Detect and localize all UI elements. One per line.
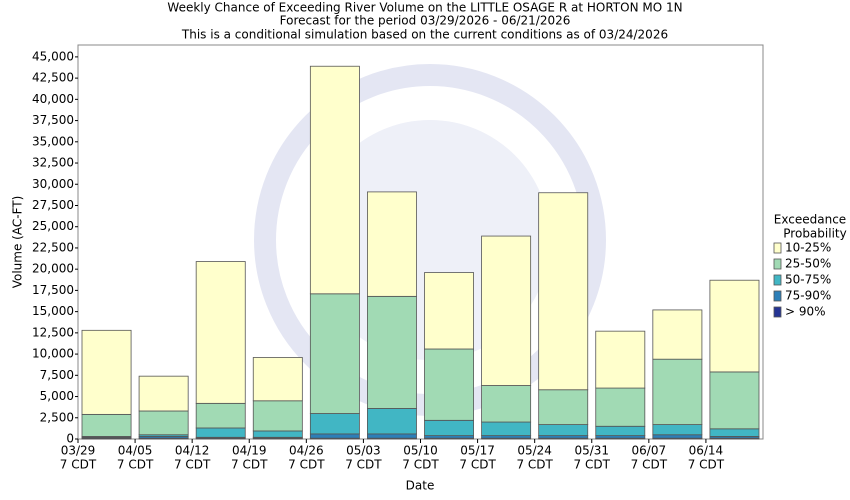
y-tick-label: 40,000	[32, 92, 74, 106]
x-tick-label: 06/14	[689, 444, 724, 458]
x-tick-label: 7 CDT	[631, 458, 668, 472]
bar-segment	[709, 371, 760, 430]
y-tick-label: 2,500	[40, 410, 74, 424]
y-tick-label: 7,500	[40, 368, 74, 382]
bar-segment	[652, 309, 703, 360]
bar-segment	[195, 427, 246, 438]
y-tick-label: 27,500	[32, 198, 74, 212]
chart-subtitle: This is a conditional simulation based o…	[181, 28, 668, 42]
x-tick-label: 7 CDT	[231, 458, 268, 472]
legend-label: 10-25%	[785, 241, 831, 255]
legend-swatch	[773, 258, 782, 270]
legend-label: 50-75%	[785, 273, 831, 287]
chart-title: Weekly Chance of Exceeding River Volume …	[167, 1, 682, 15]
legend-swatch	[773, 242, 782, 254]
bar-segment	[309, 433, 360, 439]
bar-segment	[252, 400, 303, 432]
y-tick-label: 45,000	[32, 49, 74, 63]
y-tick-label: 25,000	[32, 219, 74, 233]
legend-title: Probability	[783, 227, 846, 241]
bar-segment	[652, 424, 703, 436]
bar-segment	[309, 293, 360, 414]
x-tick-label: 05/10	[403, 444, 438, 458]
y-tick-label: 20,000	[32, 262, 74, 276]
x-axis-label: Date	[406, 479, 435, 493]
x-tick-label: 7 CDT	[516, 458, 553, 472]
x-tick-label: 7 CDT	[345, 458, 382, 472]
x-tick-label: 7 CDT	[288, 458, 325, 472]
x-tick-label: 05/31	[574, 444, 609, 458]
bar-segment	[652, 358, 703, 425]
bar-segment	[709, 279, 760, 373]
x-tick-label: 7 CDT	[402, 458, 439, 472]
bar-segment	[252, 430, 303, 438]
bar-segment	[367, 191, 417, 297]
bar-segment	[538, 389, 589, 425]
y-tick-label: 10,000	[32, 347, 74, 361]
legend-label: 75-90%	[785, 289, 831, 303]
y-tick-label: 35,000	[32, 134, 74, 148]
bar-segment	[195, 261, 246, 404]
y-tick-label: 15,000	[32, 304, 74, 318]
y-tick-label: 5,000	[40, 389, 74, 403]
y-tick-label: 32,500	[32, 156, 74, 170]
bar-segment	[652, 434, 703, 439]
bar-segment	[538, 192, 589, 391]
bar-segment	[367, 433, 417, 439]
y-tick-label: 42,500	[32, 71, 74, 85]
y-tick-label: 0	[66, 432, 74, 446]
x-tick-label: 05/17	[460, 444, 495, 458]
x-tick-label: 05/03	[346, 444, 381, 458]
bar-segment	[481, 235, 532, 386]
bar-segment	[709, 428, 760, 437]
x-tick-label: 06/07	[632, 444, 667, 458]
legend-swatch	[773, 306, 782, 318]
y-axis-label: Volume (AC-FT)	[11, 196, 25, 289]
bar-segment	[367, 295, 417, 409]
x-tick-label: 04/05	[118, 444, 153, 458]
legend-swatch	[773, 290, 782, 302]
bar-segment	[309, 413, 360, 435]
x-tick-label: 04/19	[232, 444, 267, 458]
x-tick-label: 05/24	[517, 444, 552, 458]
bar-segment	[309, 65, 360, 295]
bar-segment	[138, 410, 189, 436]
bar-segment	[424, 272, 474, 350]
x-tick-label: 7 CDT	[459, 458, 496, 472]
bar-segment	[538, 424, 589, 437]
y-tick-label: 22,500	[32, 240, 74, 254]
bar-segment	[195, 402, 246, 429]
bar-segment	[595, 387, 646, 427]
y-tick-label: 17,500	[32, 283, 74, 297]
x-tick-label: 7 CDT	[174, 458, 211, 472]
bar-segment	[81, 329, 132, 415]
bar-segment	[81, 413, 132, 437]
y-tick-label: 37,500	[32, 113, 74, 127]
bar-segment	[481, 385, 532, 423]
chart-subtitle: Forecast for the period 03/29/2026 - 06/…	[280, 14, 571, 28]
x-tick-label: 04/12	[175, 444, 210, 458]
x-tick-label: 7 CDT	[574, 458, 611, 472]
x-tick-label: 7 CDT	[117, 458, 154, 472]
x-tick-label: 04/26	[289, 444, 324, 458]
bar-segment	[424, 419, 474, 437]
bar-segment	[595, 330, 646, 389]
bar-segment	[481, 421, 532, 437]
y-tick-label: 30,000	[32, 177, 74, 191]
bar-segment	[367, 408, 417, 435]
y-tick-label: 12,500	[32, 325, 74, 339]
bar-segment	[252, 357, 303, 402]
bar-segment	[424, 348, 474, 421]
x-tick-label: 03/29	[61, 444, 96, 458]
x-tick-label: 7 CDT	[688, 458, 725, 472]
legend-title: Exceedance	[774, 213, 846, 227]
legend-label: 25-50%	[785, 257, 831, 271]
x-tick-label: 7 CDT	[60, 458, 97, 472]
legend-label: > 90%	[785, 305, 826, 319]
bar-segment	[138, 375, 189, 412]
bar-segment	[595, 425, 646, 437]
legend-swatch	[773, 274, 782, 286]
